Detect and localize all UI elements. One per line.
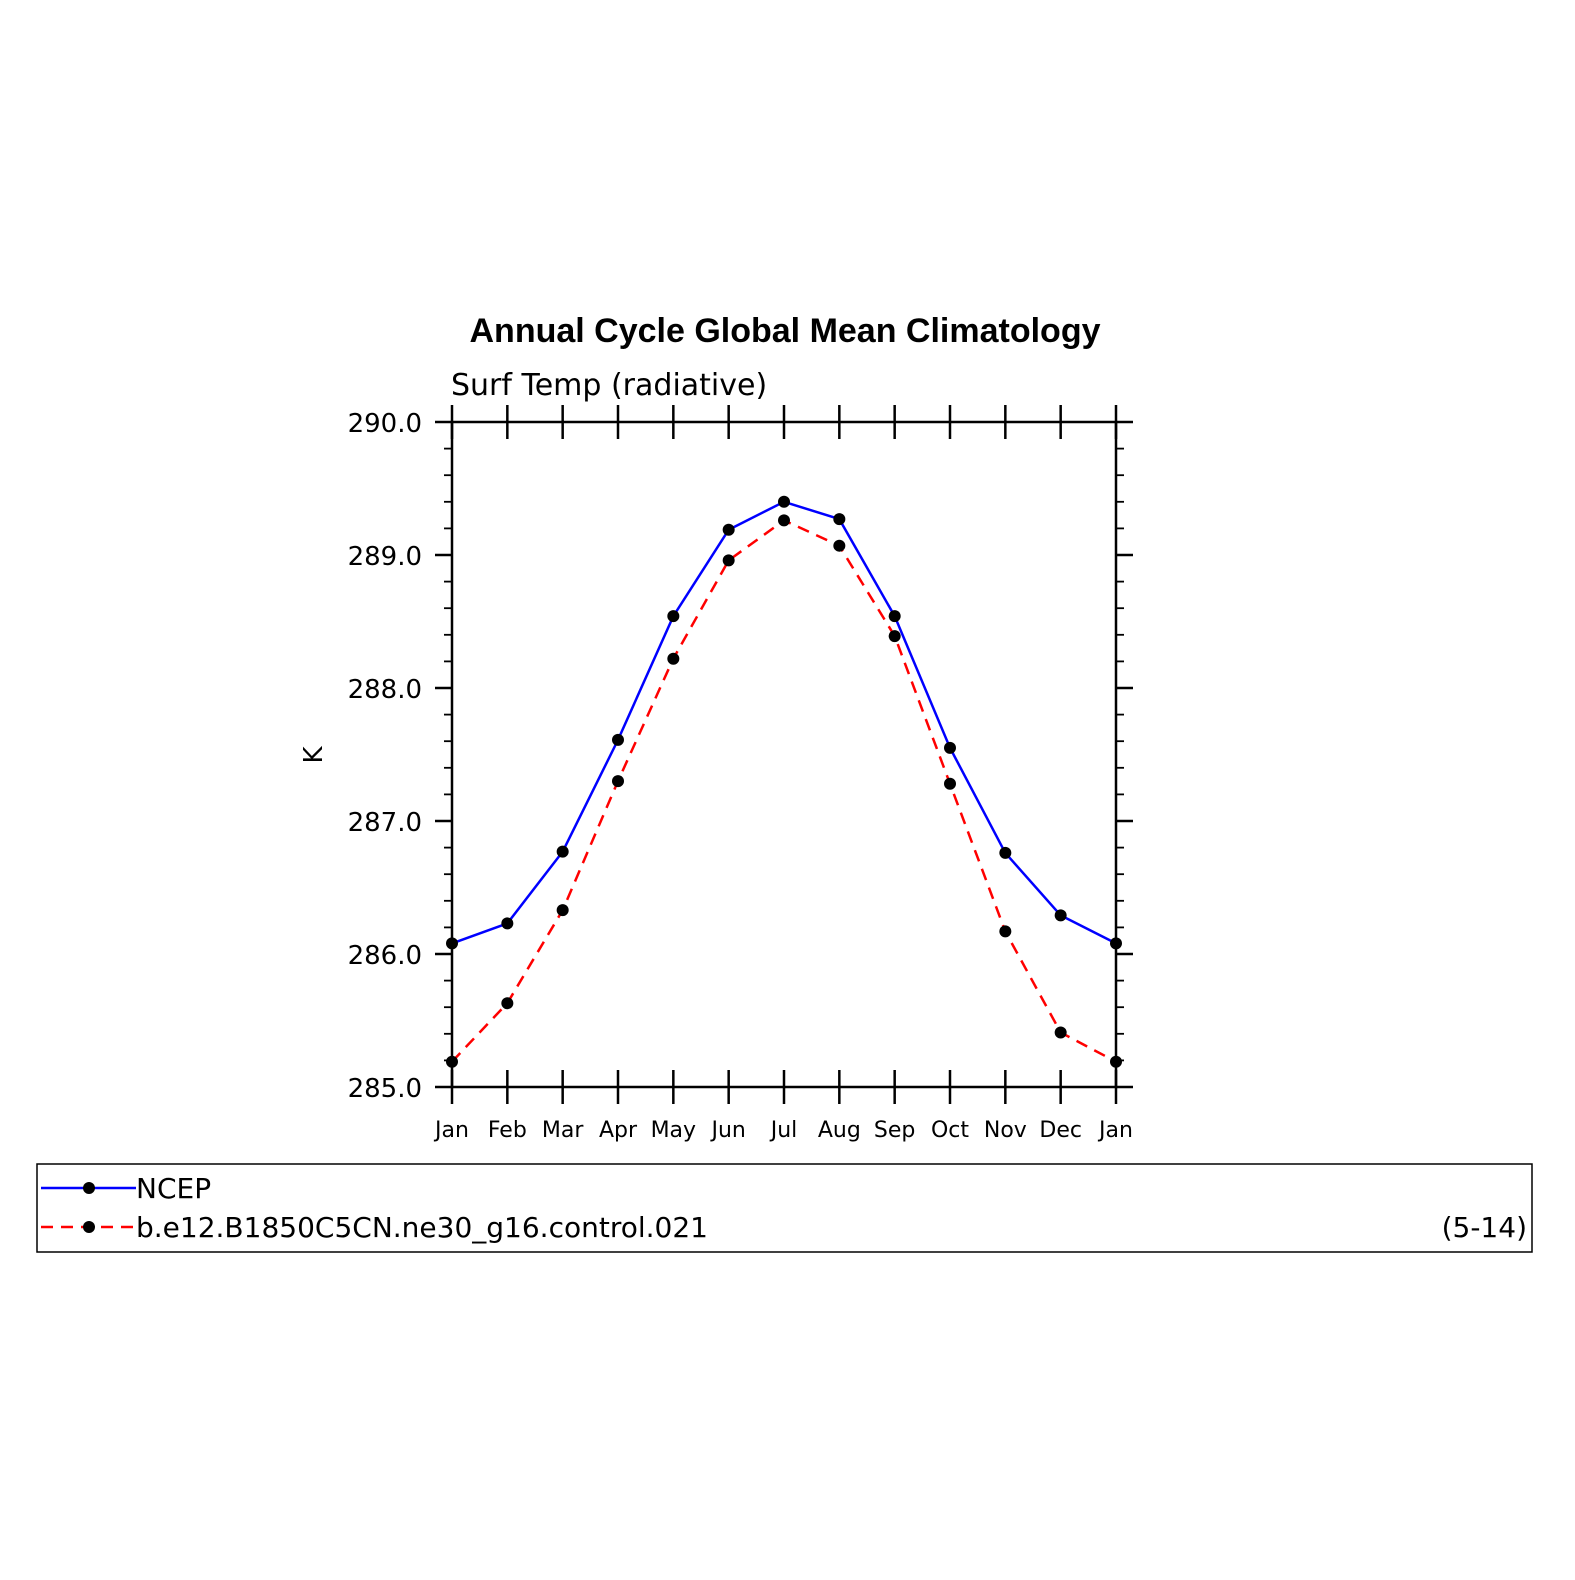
y-axis-label: K <box>299 746 329 764</box>
data-point-ncep <box>1054 909 1067 922</box>
chart-subtitle: Surf Temp (radiative) <box>451 368 767 403</box>
data-point-model <box>1054 1026 1067 1039</box>
x-tick-label: Jan <box>1097 1118 1133 1143</box>
data-point-model <box>446 1055 458 1068</box>
x-tick-label: Mar <box>542 1118 584 1143</box>
y-tick-label: 289.0 <box>348 542 422 572</box>
data-point-ncep <box>501 917 514 930</box>
data-point-model <box>722 554 735 567</box>
legend-marker-ncep <box>83 1182 95 1194</box>
data-point-model <box>556 904 569 917</box>
data-point-ncep <box>999 846 1012 859</box>
data-point-ncep <box>944 741 956 754</box>
series-line-model <box>451 518 1117 1063</box>
x-tick-label: Feb <box>488 1118 527 1143</box>
legend-period-note: (5-14) <box>1442 1211 1527 1244</box>
data-point-model <box>944 777 956 790</box>
data-point-ncep <box>833 513 846 526</box>
plot-area: 285.0 286.0 287.0 288.0 289.0 290.0 Jan Feb Mar A… <box>348 405 1133 1143</box>
data-point-ncep <box>612 733 624 746</box>
data-point-model <box>612 775 624 788</box>
legend-marker-model <box>83 1221 95 1233</box>
x-tick-label: Dec <box>1039 1118 1082 1143</box>
legend-label-model: b.e12.B1850C5CN.ne30_g16.control.021 <box>136 1211 708 1244</box>
data-point-ncep <box>778 495 790 508</box>
data-point-ncep <box>556 845 569 858</box>
x-tick-label: Sep <box>874 1118 915 1143</box>
x-tick-label: Jul <box>769 1118 798 1143</box>
y-tick-label: 290.0 <box>348 409 422 439</box>
y-tick-label: 285.0 <box>348 1074 422 1104</box>
legend-label-ncep: NCEP <box>136 1172 211 1205</box>
y-tick-label: 287.0 <box>348 808 422 838</box>
legend: NCEP b.e12.B1850C5CN.ne30_g16.control.02… <box>36 1163 1533 1253</box>
series-line-ncep <box>451 500 1117 945</box>
data-point-ncep <box>1110 937 1122 950</box>
data-point-model <box>888 630 901 643</box>
data-point-model <box>833 539 846 552</box>
data-point-ncep <box>667 610 680 623</box>
x-tick-label: Nov <box>984 1118 1027 1143</box>
data-point-model <box>667 652 680 665</box>
y-tick-label: 286.0 <box>348 941 422 971</box>
data-point-ncep <box>722 523 735 536</box>
data-point-model <box>1110 1055 1122 1068</box>
x-tick-label: Aug <box>818 1118 861 1143</box>
data-point-model <box>999 925 1012 938</box>
x-tick-label: May <box>651 1118 696 1143</box>
y-tick-label: 288.0 <box>348 675 422 705</box>
legend-box <box>36 1163 1533 1253</box>
x-tick-label: Oct <box>931 1118 969 1143</box>
x-tick-label: Apr <box>599 1118 638 1143</box>
chart-title: Annual Cycle Global Mean Climatology <box>470 312 1101 350</box>
data-point-ncep <box>446 937 458 950</box>
x-tick-label: Jun <box>709 1118 745 1143</box>
data-point-model <box>501 997 514 1010</box>
x-tick-label: Jan <box>433 1118 469 1143</box>
data-point-model <box>778 514 790 527</box>
data-point-ncep <box>888 610 901 623</box>
